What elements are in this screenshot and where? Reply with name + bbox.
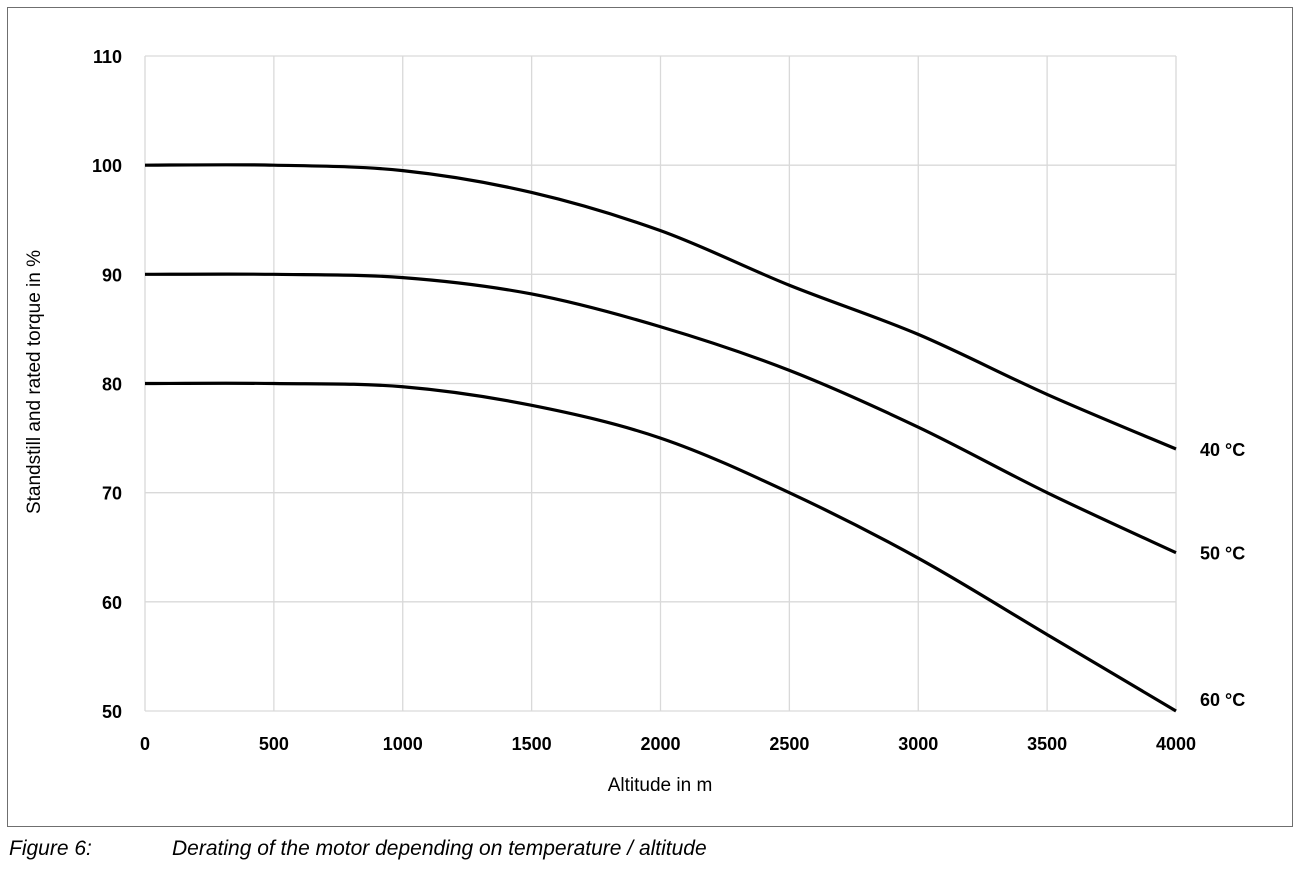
series-label: 40 °C <box>1200 440 1245 460</box>
series-labels: 40 °C 50 °C 60 °C <box>1200 440 1245 710</box>
y-tick-label: 110 <box>93 47 122 67</box>
x-tick-label: 2500 <box>769 734 809 754</box>
x-tick-label: 3500 <box>1027 734 1067 754</box>
y-tick-label: 90 <box>102 265 122 285</box>
x-tick-label: 1500 <box>512 734 552 754</box>
figure-frame <box>7 7 1293 827</box>
y-tick-label: 70 <box>102 484 122 504</box>
y-axis-title: Standstill and rated torque in % <box>24 250 45 514</box>
y-tick-labels: 50 60 70 80 90 100 110 <box>92 47 122 722</box>
series-label: 50 °C <box>1200 544 1245 564</box>
figure-number: Figure 6: <box>9 837 92 860</box>
x-tick-label: 2000 <box>640 734 680 754</box>
x-tick-label: 500 <box>259 734 289 754</box>
x-tick-label: 1000 <box>383 734 423 754</box>
y-tick-label: 60 <box>102 593 122 613</box>
series-line <box>144 163 1177 451</box>
x-tick-label: 0 <box>140 734 150 754</box>
y-tick-label: 80 <box>102 375 122 395</box>
x-tick-labels: 0 500 1000 1500 2000 2500 3000 3500 4000 <box>140 734 1196 754</box>
series-line <box>144 272 1177 555</box>
series-lines <box>144 163 1177 713</box>
x-axis-title: Altitude in m <box>608 775 713 796</box>
x-tick-label: 4000 <box>1156 734 1196 754</box>
derating-chart: 50 60 70 80 90 100 110 0 500 1000 1500 2000 2500 300… <box>24 47 1245 796</box>
y-tick-label: 100 <box>92 156 122 176</box>
y-tick-label: 50 <box>102 702 122 722</box>
series-line <box>144 381 1177 713</box>
x-tick-label: 3000 <box>898 734 938 754</box>
figure-caption-text: Derating of the motor depending on tempe… <box>172 837 707 860</box>
series-label: 60 °C <box>1200 690 1245 710</box>
figure-caption: Figure 6: Derating of the motor depending… <box>9 837 707 861</box>
